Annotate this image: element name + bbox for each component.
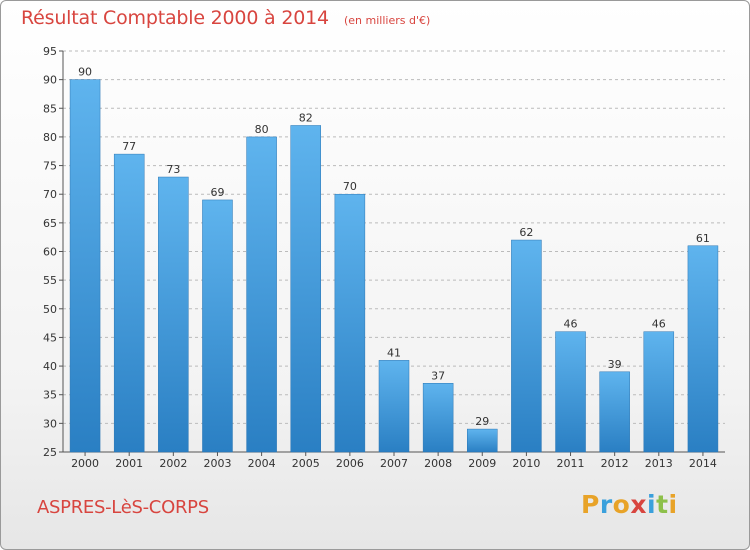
logo-letter: o (612, 490, 631, 519)
chart-units: (en milliers d'€) (343, 14, 431, 27)
bar-2010 (511, 239, 542, 453)
data-label-2012: 39 (608, 358, 622, 371)
y-tick-label: 75 (43, 160, 57, 173)
data-label-2000: 90 (78, 66, 92, 79)
bar-2002 (158, 176, 189, 453)
logo-letter: r (599, 490, 613, 519)
bar-2006 (334, 193, 366, 453)
title-row: Résultat Comptable 2000 à 2014 (en milli… (21, 7, 430, 29)
x-tick-label-2005: 2005 (292, 457, 320, 470)
x-tick-label-2007: 2007 (380, 457, 408, 470)
x-tick-label-2009: 2009 (468, 457, 496, 470)
x-tick-label-2014: 2014 (689, 457, 717, 470)
x-tick-label-2000: 2000 (71, 457, 99, 470)
y-tick-label: 30 (43, 417, 57, 430)
x-tick-label-2002: 2002 (159, 457, 187, 470)
bar-2013 (643, 331, 675, 453)
data-label-2006: 70 (343, 180, 357, 193)
y-tick-label: 90 (43, 74, 57, 87)
logo-letter: t (656, 490, 669, 519)
y-tick-label: 80 (43, 131, 57, 144)
data-label-2003: 69 (210, 186, 224, 199)
y-tick-label: 25 (43, 446, 57, 459)
y-tick-label: 35 (43, 389, 57, 402)
bar-2008 (422, 383, 454, 453)
chart-title: Résultat Comptable 2000 à 2014 (21, 7, 329, 29)
x-tick-label-2011: 2011 (557, 457, 585, 470)
x-tick-label-2001: 2001 (115, 457, 143, 470)
data-label-2011: 46 (564, 318, 578, 331)
bar-2000 (69, 79, 101, 453)
y-tick-label: 65 (43, 217, 57, 230)
x-tick-label-2006: 2006 (336, 457, 364, 470)
logo-letter: i (668, 490, 678, 519)
data-label-2002: 73 (166, 163, 180, 176)
y-tick-label: 85 (43, 102, 57, 115)
x-tick-label-2004: 2004 (248, 457, 276, 470)
proxiti-logo: Proxiti (581, 490, 678, 519)
data-label-2013: 46 (652, 318, 666, 331)
x-tick-label-2012: 2012 (601, 457, 629, 470)
x-tick-label-2013: 2013 (645, 457, 673, 470)
x-tick-label-2008: 2008 (424, 457, 452, 470)
y-tick-label: 60 (43, 246, 57, 259)
y-tick-label: 95 (43, 45, 57, 58)
data-label-2005: 82 (299, 111, 313, 124)
bar-2005 (290, 125, 321, 453)
bar-2001 (113, 153, 145, 453)
x-tick-label-2003: 2003 (203, 457, 231, 470)
logo-letter: P (581, 490, 600, 519)
y-tick-label: 50 (43, 303, 57, 316)
data-label-2008: 37 (431, 369, 445, 382)
y-tick-label: 70 (43, 188, 57, 201)
data-label-2014: 61 (696, 232, 710, 245)
data-label-2010: 62 (519, 226, 533, 239)
bar-2011 (555, 331, 586, 453)
bar-2003 (202, 199, 233, 453)
data-labels: 90 77 73 69 80 82 70 41 37 29 62 46 39 46 61 (78, 66, 710, 428)
y-tick-label: 55 (43, 274, 57, 287)
y-tick-label: 40 (43, 360, 57, 373)
bar-2014 (687, 245, 719, 453)
data-label-2001: 77 (122, 140, 136, 153)
bar-2007 (378, 360, 410, 453)
place-name: ASPRES-LèS-CORPS (37, 497, 209, 518)
logo-letter: i (647, 490, 657, 519)
data-label-2004: 80 (255, 123, 269, 136)
x-tick-label-2010: 2010 (512, 457, 540, 470)
bar-2009 (467, 428, 498, 453)
y-tick-label: 45 (43, 331, 57, 344)
bars (69, 79, 719, 453)
axes: 25 30 35 40 45 50 55 60 65 70 75 80 85 90 95 2000 2001 20… (43, 45, 725, 470)
bar-2004 (246, 136, 277, 453)
logo-letter: x (630, 490, 647, 519)
data-label-2007: 41 (387, 346, 401, 359)
bar-2012 (599, 371, 630, 453)
data-label-2009: 29 (475, 415, 489, 428)
